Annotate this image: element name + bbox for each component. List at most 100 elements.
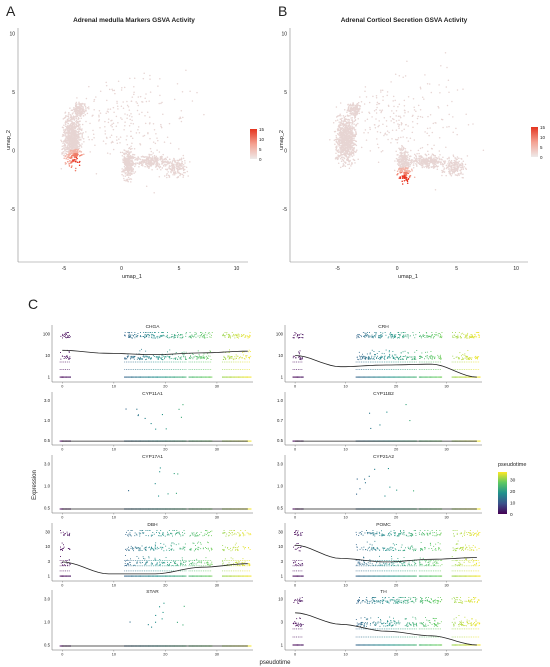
expression-point [143, 355, 144, 357]
expression-point [247, 369, 249, 370]
cell-point [161, 101, 163, 104]
cell-point [347, 138, 350, 141]
cell-point [152, 162, 154, 164]
cell-point [350, 107, 353, 109]
cell-point [129, 165, 131, 168]
cell-point [110, 141, 113, 144]
cell-point [413, 157, 416, 159]
cell-point [74, 102, 77, 105]
cell-point [415, 164, 418, 166]
cell-point [405, 165, 407, 168]
legend-tick-label: 10 [540, 135, 546, 140]
cell-point [406, 182, 409, 184]
expression-point [159, 376, 161, 378]
cell-point [339, 144, 341, 147]
cell-point [341, 158, 344, 160]
umap-y-tick-label: 0 [12, 149, 15, 155]
cell-point [132, 122, 135, 125]
expression-point [223, 357, 225, 359]
cell-point [343, 108, 346, 111]
cell-point [148, 155, 150, 158]
cell-point [144, 97, 146, 100]
expression-point [64, 376, 66, 378]
cell-point [446, 104, 449, 107]
cell-point [76, 135, 79, 138]
expression-point [207, 357, 208, 359]
expression-point [294, 376, 296, 378]
expression-point [232, 376, 234, 378]
cell-point [450, 159, 453, 162]
expression-point [153, 337, 155, 339]
cell-point [342, 128, 345, 130]
cell-point [150, 157, 153, 159]
cell-point [133, 91, 135, 94]
cell-point [134, 165, 136, 168]
cell-point [335, 148, 337, 151]
expression-point [243, 369, 245, 370]
cell-point [441, 174, 443, 177]
cell-point [68, 112, 70, 114]
expression-point [157, 356, 159, 358]
cell-point [423, 98, 425, 100]
cell-point [74, 138, 76, 140]
expression-point [170, 376, 172, 378]
expression-point [393, 376, 395, 378]
cell-point [159, 158, 161, 160]
cell-point [348, 128, 351, 131]
cell-point [354, 109, 356, 112]
cell-point [78, 161, 81, 164]
expression-point [124, 357, 126, 359]
cell-point [448, 91, 450, 94]
cell-point [405, 173, 408, 176]
expression-point [147, 356, 149, 358]
expression-point [195, 369, 197, 370]
cell-point [162, 113, 164, 116]
expression-point [136, 358, 138, 360]
cell-point [355, 133, 358, 135]
expression-point [223, 369, 225, 370]
expression-point [185, 376, 187, 378]
cell-point [76, 142, 79, 144]
cell-point [413, 139, 416, 141]
cell-point [182, 154, 185, 157]
cell-point [381, 150, 384, 152]
cell-point [380, 91, 382, 93]
expression-point [190, 337, 192, 339]
cell-point [133, 85, 135, 88]
cell-point [159, 94, 161, 97]
cell-point [165, 164, 168, 166]
cell-point [401, 129, 403, 132]
cell-point [402, 155, 404, 157]
cell-point [428, 83, 431, 85]
cell-point [340, 153, 342, 156]
cell-point [99, 112, 102, 114]
cell-point [352, 114, 355, 116]
expression-point [183, 356, 185, 358]
facet-y-tick-label: 10 [45, 353, 50, 358]
cell-point [355, 132, 357, 134]
expression-point [223, 335, 225, 337]
expression-point [142, 361, 144, 363]
umap-panel-a: Adrenal medulla Markers GSVA Activity -5… [6, 17, 265, 280]
cell-point [169, 142, 172, 145]
cell-point [74, 153, 77, 155]
cell-point [146, 164, 148, 166]
expression-point [140, 358, 142, 360]
cell-point [447, 79, 450, 81]
cell-point [75, 109, 78, 112]
cell-point [138, 132, 141, 134]
expression-point [192, 354, 194, 355]
expression-point [136, 335, 138, 337]
expression-point [133, 376, 135, 378]
cell-point [398, 158, 401, 161]
cell-point [397, 137, 400, 139]
cell-point [68, 151, 70, 154]
expression-point [146, 334, 148, 336]
expression-point [233, 376, 235, 378]
cell-point [130, 135, 133, 138]
expression-point [151, 361, 153, 363]
cell-point [340, 142, 343, 144]
cell-point [146, 166, 149, 168]
cell-point [352, 104, 355, 107]
cell-point [338, 149, 340, 151]
